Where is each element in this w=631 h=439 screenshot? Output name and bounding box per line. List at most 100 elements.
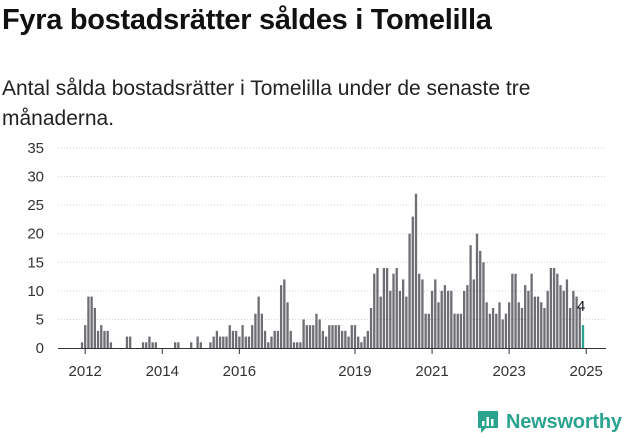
bar [527,290,530,348]
bar [340,330,344,348]
bar [398,290,402,348]
bar [286,302,289,348]
bar [299,342,302,348]
bar [475,233,479,348]
bar [251,325,254,348]
bar [93,308,97,348]
newsworthy-logo-icon [478,411,498,433]
bar [129,336,132,348]
bar [260,313,264,348]
bar [520,308,524,348]
bar [411,216,414,348]
bar [543,308,546,348]
x-tick-label: 2023 [492,363,525,380]
y-tick-label: 20 [27,226,44,243]
bar [276,330,280,348]
bar [100,325,103,348]
bar [357,336,360,348]
bar [479,250,482,348]
bar [488,313,492,348]
bar [498,302,501,348]
bar [568,308,572,348]
bar [80,342,84,348]
bar [292,342,296,348]
bar [267,342,270,348]
bar [495,313,498,348]
bar [530,273,533,348]
bar [177,342,180,348]
bar [424,313,427,348]
bar [312,325,315,348]
y-tick-label: 10 [27,283,44,300]
bar [443,285,447,348]
bar [254,313,257,348]
bar [366,330,369,348]
bar [572,290,575,348]
chart-subtitle: Antal sålda bostadsrätter i Tomelilla un… [2,77,531,130]
bar [446,290,450,348]
bar [389,290,392,348]
bar [430,290,434,348]
bar [360,342,363,348]
bar [514,273,517,348]
bar [199,342,202,348]
bar [212,336,215,348]
bar [141,342,145,348]
y-tick-label: 35 [27,140,44,157]
bar [536,296,540,348]
bar [103,330,106,348]
bar [472,279,475,348]
bar [305,325,308,348]
bar [228,325,231,348]
bar [562,290,565,348]
bar [414,193,418,348]
y-tick-label: 15 [27,254,44,271]
bar [328,325,331,348]
bar [511,273,514,348]
bar [87,296,90,348]
bar [392,273,395,348]
bar [270,336,273,348]
bar [283,279,286,348]
bar [302,319,305,348]
bar [145,342,148,348]
bar [552,268,556,348]
bar [279,285,283,348]
bar [273,330,276,348]
bar [373,273,376,348]
chart-title: Fyra bostadsrätter såldes i Tomelilla [2,4,492,36]
bar [469,245,472,348]
bar [507,302,511,348]
bar [549,268,553,348]
x-tick-label: 2025 [570,363,603,380]
bar [427,313,431,348]
bar [225,336,228,348]
bar [408,233,411,348]
bar [218,336,222,348]
bar [350,325,353,348]
bar [363,336,366,348]
bar [231,330,235,348]
bar [344,330,347,348]
bar [485,302,488,348]
bar [321,330,325,348]
bar [247,336,251,348]
newsworthy-logo-text: Newsworthy [506,410,622,433]
bar [196,336,199,348]
bar [482,262,485,348]
bar [318,319,321,348]
bar [437,302,440,348]
bar [421,279,424,348]
bar [324,336,328,348]
x-tick-label: 2019 [338,363,371,380]
bar [565,279,569,348]
x-tick-label: 2012 [69,363,102,380]
bar [556,273,559,348]
bar [353,325,357,348]
bar [440,290,443,348]
bar [504,313,508,348]
bar [491,308,495,348]
bar [453,313,456,348]
bar [90,296,93,348]
